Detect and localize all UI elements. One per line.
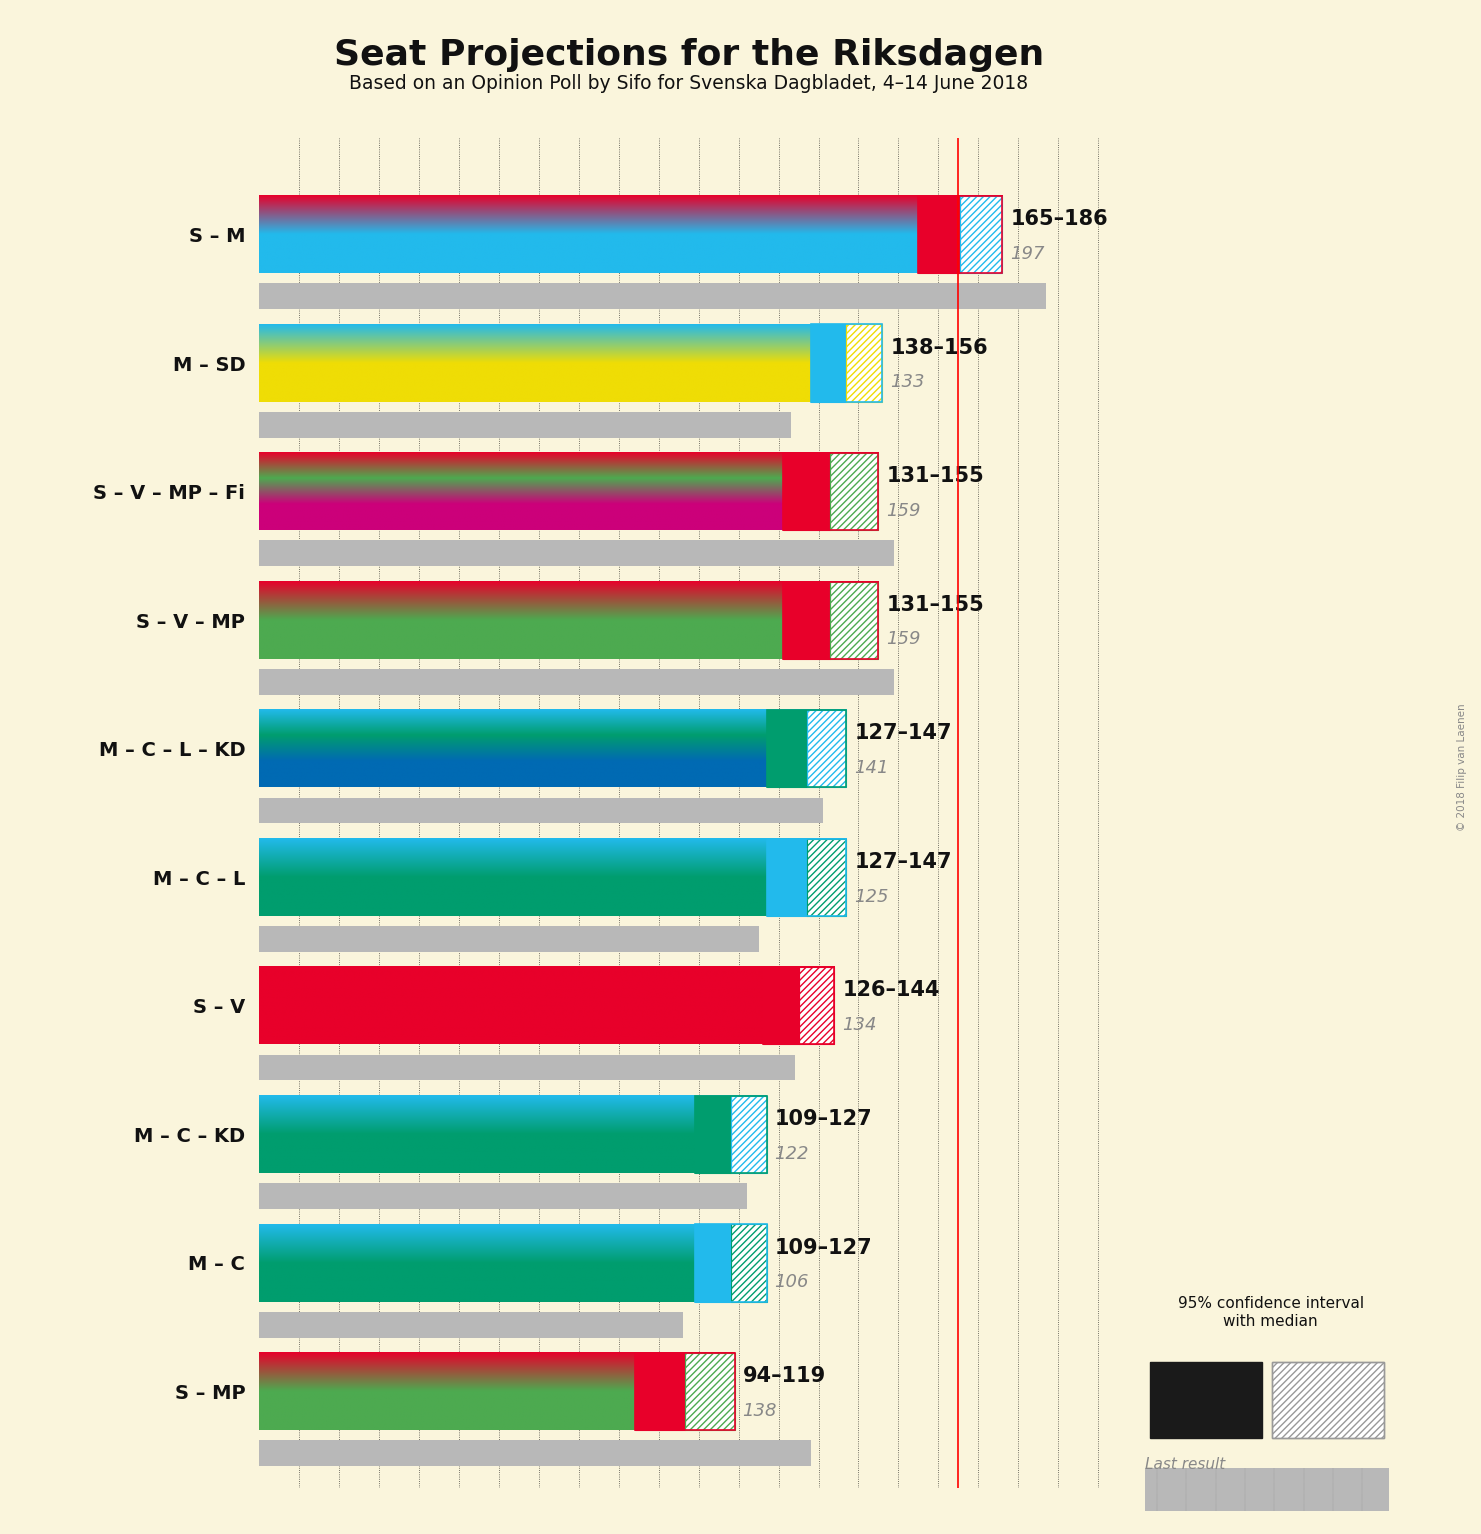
Bar — [1149, 1362, 1262, 1437]
Bar — [695, 1095, 730, 1174]
Bar — [798, 968, 834, 1045]
Bar — [259, 1440, 810, 1467]
Text: 95% confidence interval
with median: 95% confidence interval with median — [1177, 1296, 1364, 1328]
Bar — [695, 1224, 730, 1301]
Bar — [847, 325, 883, 402]
Bar — [767, 839, 807, 916]
Text: 131–155: 131–155 — [887, 595, 985, 615]
Bar — [847, 325, 883, 402]
Bar — [259, 669, 895, 695]
Text: 138–156: 138–156 — [890, 337, 988, 357]
Text: 159: 159 — [887, 502, 921, 520]
Bar — [810, 325, 883, 402]
Bar — [635, 1353, 684, 1430]
Bar — [767, 710, 807, 787]
Bar — [730, 1224, 767, 1301]
Bar — [782, 453, 831, 531]
Text: 126–144: 126–144 — [843, 980, 940, 1000]
Bar — [810, 325, 847, 402]
Text: 134: 134 — [843, 1016, 877, 1034]
Text: 127–147: 127–147 — [855, 851, 952, 871]
Bar — [831, 453, 878, 531]
Bar — [259, 1312, 683, 1338]
Text: Last result: Last result — [1145, 1457, 1225, 1473]
Text: 141: 141 — [855, 759, 889, 778]
Bar — [259, 798, 822, 824]
Text: 125: 125 — [855, 888, 889, 905]
Bar — [1272, 1362, 1385, 1437]
Text: 127–147: 127–147 — [855, 724, 952, 744]
Text: 165–186: 165–186 — [1010, 209, 1108, 229]
Bar — [259, 413, 791, 437]
Bar — [695, 1224, 730, 1301]
Bar — [730, 1095, 767, 1174]
Bar — [695, 1095, 767, 1174]
Bar — [918, 196, 960, 273]
Bar — [695, 1224, 767, 1301]
Bar — [730, 1095, 767, 1174]
Bar — [767, 710, 847, 787]
Bar — [259, 1183, 746, 1209]
Bar — [763, 968, 834, 1045]
Bar — [782, 453, 831, 531]
Bar — [259, 1055, 794, 1080]
Bar — [831, 581, 878, 658]
Bar — [807, 839, 847, 916]
Bar — [767, 839, 807, 916]
Bar — [730, 1224, 767, 1301]
Bar — [684, 1353, 735, 1430]
Text: 94–119: 94–119 — [742, 1367, 826, 1387]
Bar — [259, 284, 1046, 308]
Bar — [684, 1353, 735, 1430]
Bar — [767, 839, 847, 916]
Bar — [259, 927, 758, 953]
Bar — [763, 968, 798, 1045]
Bar — [1272, 1362, 1385, 1437]
Bar — [807, 839, 847, 916]
Text: 197: 197 — [1010, 245, 1044, 262]
Text: 109–127: 109–127 — [775, 1109, 872, 1129]
Bar — [782, 453, 878, 531]
Text: 159: 159 — [887, 630, 921, 649]
Text: 106: 106 — [775, 1273, 809, 1292]
Text: 133: 133 — [890, 373, 926, 391]
Bar — [798, 968, 834, 1045]
Text: © 2018 Filip van Laenen: © 2018 Filip van Laenen — [1457, 703, 1466, 831]
Bar — [782, 581, 831, 658]
Text: 109–127: 109–127 — [775, 1238, 872, 1258]
Bar — [960, 196, 1003, 273]
Bar — [635, 1353, 735, 1430]
Text: Seat Projections for the Riksdagen: Seat Projections for the Riksdagen — [333, 38, 1044, 72]
Bar — [782, 581, 831, 658]
Text: 138: 138 — [742, 1402, 778, 1420]
Text: 131–155: 131–155 — [887, 466, 985, 486]
Bar — [918, 196, 1003, 273]
Bar — [259, 540, 895, 566]
Bar — [782, 581, 878, 658]
Bar — [635, 1353, 684, 1430]
Text: Based on an Opinion Poll by Sifo for Svenska Dagbladet, 4–14 June 2018: Based on an Opinion Poll by Sifo for Sve… — [350, 74, 1028, 92]
Bar — [960, 196, 1003, 273]
Bar — [767, 710, 807, 787]
Bar — [831, 453, 878, 531]
Bar — [1149, 1362, 1262, 1437]
Bar — [695, 1095, 730, 1174]
Bar — [831, 581, 878, 658]
Bar — [763, 968, 798, 1045]
Bar — [918, 196, 960, 273]
Bar — [807, 710, 847, 787]
Bar — [807, 710, 847, 787]
Text: 122: 122 — [775, 1144, 809, 1163]
Bar — [810, 325, 847, 402]
